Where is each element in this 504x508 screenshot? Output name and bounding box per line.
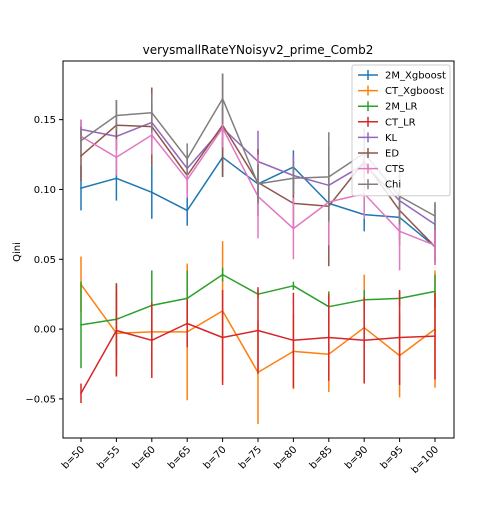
data-point: [80, 324, 82, 326]
x-tick-label: b=85: [308, 444, 335, 471]
legend-label: CT_Xgboost: [385, 86, 444, 97]
data-point: [221, 97, 224, 100]
legend-item: KL: [358, 132, 398, 144]
data-point: [80, 187, 82, 189]
legend-label: CTS: [385, 164, 404, 175]
y-tick-label: 0.15: [34, 115, 56, 126]
data-point: [257, 182, 259, 185]
legend-label: ED: [385, 149, 399, 160]
data-point: [327, 175, 330, 178]
data-point: [115, 114, 118, 117]
x-tick-label: b=100: [409, 444, 441, 476]
data-point: [150, 339, 153, 342]
data-point: [292, 284, 295, 287]
x-tick-label: b=95: [379, 444, 406, 471]
data-point: [257, 329, 259, 332]
legend-label: 2M_LR: [385, 102, 418, 113]
data-point: [221, 336, 224, 339]
legend-item: CT_LR: [358, 116, 416, 128]
data-point: [150, 191, 153, 194]
data-point: [434, 290, 436, 293]
data-point: [80, 155, 82, 157]
data-point: [186, 322, 189, 325]
data-point: [434, 215, 436, 217]
data-point: [292, 339, 295, 342]
data-point: [363, 339, 366, 342]
legend-item: CTS: [358, 163, 404, 175]
data-point: [398, 336, 401, 339]
data-point: [150, 111, 153, 114]
y-tick-label: 0.05: [34, 255, 56, 266]
data-point: [186, 157, 189, 160]
legend-item: Chi: [358, 179, 401, 191]
y-tick-label: 0.10: [34, 185, 56, 196]
legend-label: Chi: [385, 180, 401, 191]
legend-box: [351, 64, 451, 197]
y-axis-label: Qini: [12, 242, 23, 262]
data-point: [115, 329, 118, 332]
data-point: [80, 392, 82, 395]
data-point: [292, 227, 295, 230]
legend-label: CT_LR: [385, 117, 416, 128]
legend-item: CT_Xgboost: [358, 85, 444, 97]
data-point: [80, 139, 82, 142]
x-tick-label: b=65: [166, 444, 193, 471]
legend-label: KL: [385, 133, 398, 144]
data-point: [434, 244, 436, 247]
legend-item: 2M_LR: [358, 101, 418, 113]
x-tick-label: b=50: [60, 444, 87, 471]
x-tick-label: b=90: [343, 444, 370, 471]
legend: 2M_Xgboost CT_Xgboost 2M_LR CT_LR KL ED CTS Chi: [351, 64, 451, 197]
legend-label: 2M_Xgboost: [385, 71, 446, 82]
data-point: [221, 127, 224, 129]
data-point: [292, 177, 295, 180]
data-point: [115, 156, 118, 159]
series-ct-lr: [80, 284, 436, 404]
y-tick-label: 0.00: [34, 325, 56, 336]
data-point: [150, 134, 153, 136]
data-point: [398, 230, 401, 233]
x-tick-label: b=60: [131, 444, 158, 471]
data-point: [115, 177, 118, 180]
data-point: [186, 178, 189, 181]
data-point: [186, 209, 189, 212]
data-point: [221, 273, 224, 276]
legend-item: ED: [358, 148, 399, 160]
x-tick-label: b=80: [272, 444, 299, 471]
chart-title: verysmallRateYNoisyv2_prime_Comb2: [143, 43, 374, 57]
y-tick-label: −0.05: [25, 394, 56, 405]
x-tick-label: b=75: [237, 444, 264, 471]
data-point: [327, 336, 330, 339]
legend-item: 2M_Xgboost: [358, 70, 446, 82]
data-point: [434, 335, 436, 337]
x-tick-label: b=55: [95, 444, 122, 471]
x-tick-label: b=70: [202, 444, 229, 471]
data-point: [186, 297, 189, 300]
